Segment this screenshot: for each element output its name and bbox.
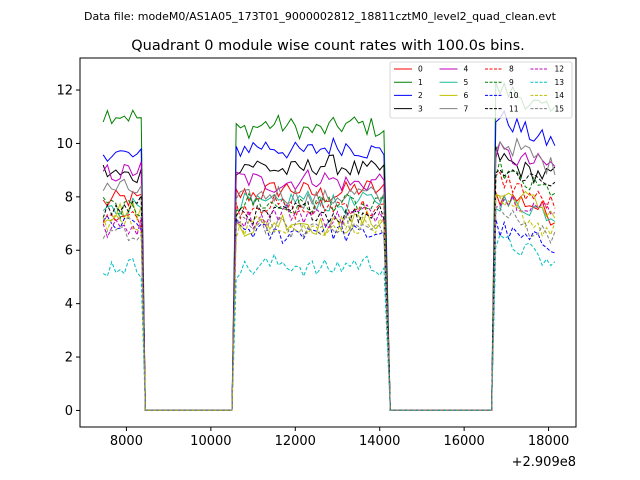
legend-label: 5 xyxy=(464,78,469,87)
legend-label: 4 xyxy=(464,65,469,74)
y-tick-label: 0 xyxy=(65,404,73,419)
x-tick-label: 8000 xyxy=(110,434,143,449)
x-tick-label: 14000 xyxy=(359,434,400,449)
series-layer xyxy=(102,81,556,411)
legend-label: 6 xyxy=(464,91,469,100)
legend-label: 8 xyxy=(509,65,514,74)
x-tick-label: 16000 xyxy=(443,434,484,449)
y-tick-label: 10 xyxy=(56,137,73,152)
legend-label: 7 xyxy=(464,104,469,113)
series-line-14 xyxy=(102,195,556,411)
axes-frame xyxy=(79,57,577,428)
legend-label: 10 xyxy=(509,91,519,100)
legend-label: 11 xyxy=(509,104,519,113)
y-tick-label: 6 xyxy=(65,244,73,259)
chart-title: Quadrant 0 module wise count rates with … xyxy=(131,38,525,54)
suptitle: Data file: modeM0/AS1A05_173T01_90000028… xyxy=(84,10,557,23)
legend-label: 13 xyxy=(555,78,565,87)
legend-label: 12 xyxy=(555,65,565,74)
legend-label: 14 xyxy=(555,91,565,100)
legend-label: 1 xyxy=(418,78,423,87)
y-tick-label: 2 xyxy=(65,351,73,366)
x-tick-label: 12000 xyxy=(275,434,316,449)
series-line-15 xyxy=(102,206,556,411)
legend-label: 9 xyxy=(509,78,514,87)
legend-box xyxy=(389,61,573,119)
y-tick-label: 4 xyxy=(65,297,73,312)
legend-label: 2 xyxy=(418,91,423,100)
legend-label: 0 xyxy=(418,65,423,74)
x-tick-label: 18000 xyxy=(528,434,569,449)
legend-label: 15 xyxy=(555,104,565,113)
x-offset-label: +2.909e8 xyxy=(512,455,576,470)
x-tick-label: 10000 xyxy=(190,434,231,449)
y-tick-label: 12 xyxy=(56,84,73,99)
ticks-layer: 8000 10000 12000 14000 16000 18000 0 2 4 6 8 10 12 xyxy=(56,84,569,449)
legend-label: 3 xyxy=(418,104,423,113)
y-tick-label: 8 xyxy=(65,190,73,205)
